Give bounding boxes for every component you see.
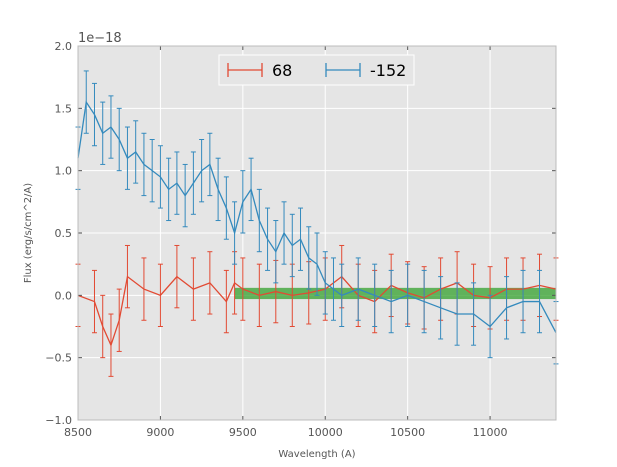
series-1 <box>75 70 559 365</box>
plot-frame <box>77 45 557 421</box>
y-axis-ticks: −1.0 −0.5 0.0 0.5 1.0 1.5 2.0 <box>45 40 556 427</box>
x-axis-label: Wavelength (A) <box>278 449 355 460</box>
y-axis-label: Flux (erg/s/cm^2/A) <box>23 183 34 283</box>
green-band <box>234 287 556 300</box>
legend: 68 -152 <box>218 54 415 86</box>
y-tick-label: 1.5 <box>55 102 73 115</box>
x-tick-label: 11000 <box>473 426 508 439</box>
x-tick-label: 8500 <box>64 426 92 439</box>
legend-label-68: 68 <box>272 61 292 80</box>
y-tick-label: 0.5 <box>55 227 73 240</box>
y-tick-label: −0.5 <box>45 352 72 365</box>
band-layer <box>234 287 556 300</box>
x-tick-label: 9000 <box>146 426 174 439</box>
series-layer <box>75 70 559 377</box>
y-scale-label: 1e−18 <box>78 31 122 46</box>
y-tick-label: −1.0 <box>45 414 72 427</box>
x-tick-label: 10000 <box>308 426 343 439</box>
x-axis-ticks: 8500 9000 9500 10000 10500 11000 <box>64 46 508 439</box>
x-tick-label: 10500 <box>390 426 425 439</box>
y-tick-label: 0.0 <box>55 289 73 302</box>
x-tick-label: 9500 <box>229 426 257 439</box>
y-tick-label: 1.0 <box>55 165 73 178</box>
y-tick-label: 2.0 <box>55 40 73 53</box>
legend-label-152: -152 <box>370 61 406 80</box>
series-line <box>77 100 557 334</box>
